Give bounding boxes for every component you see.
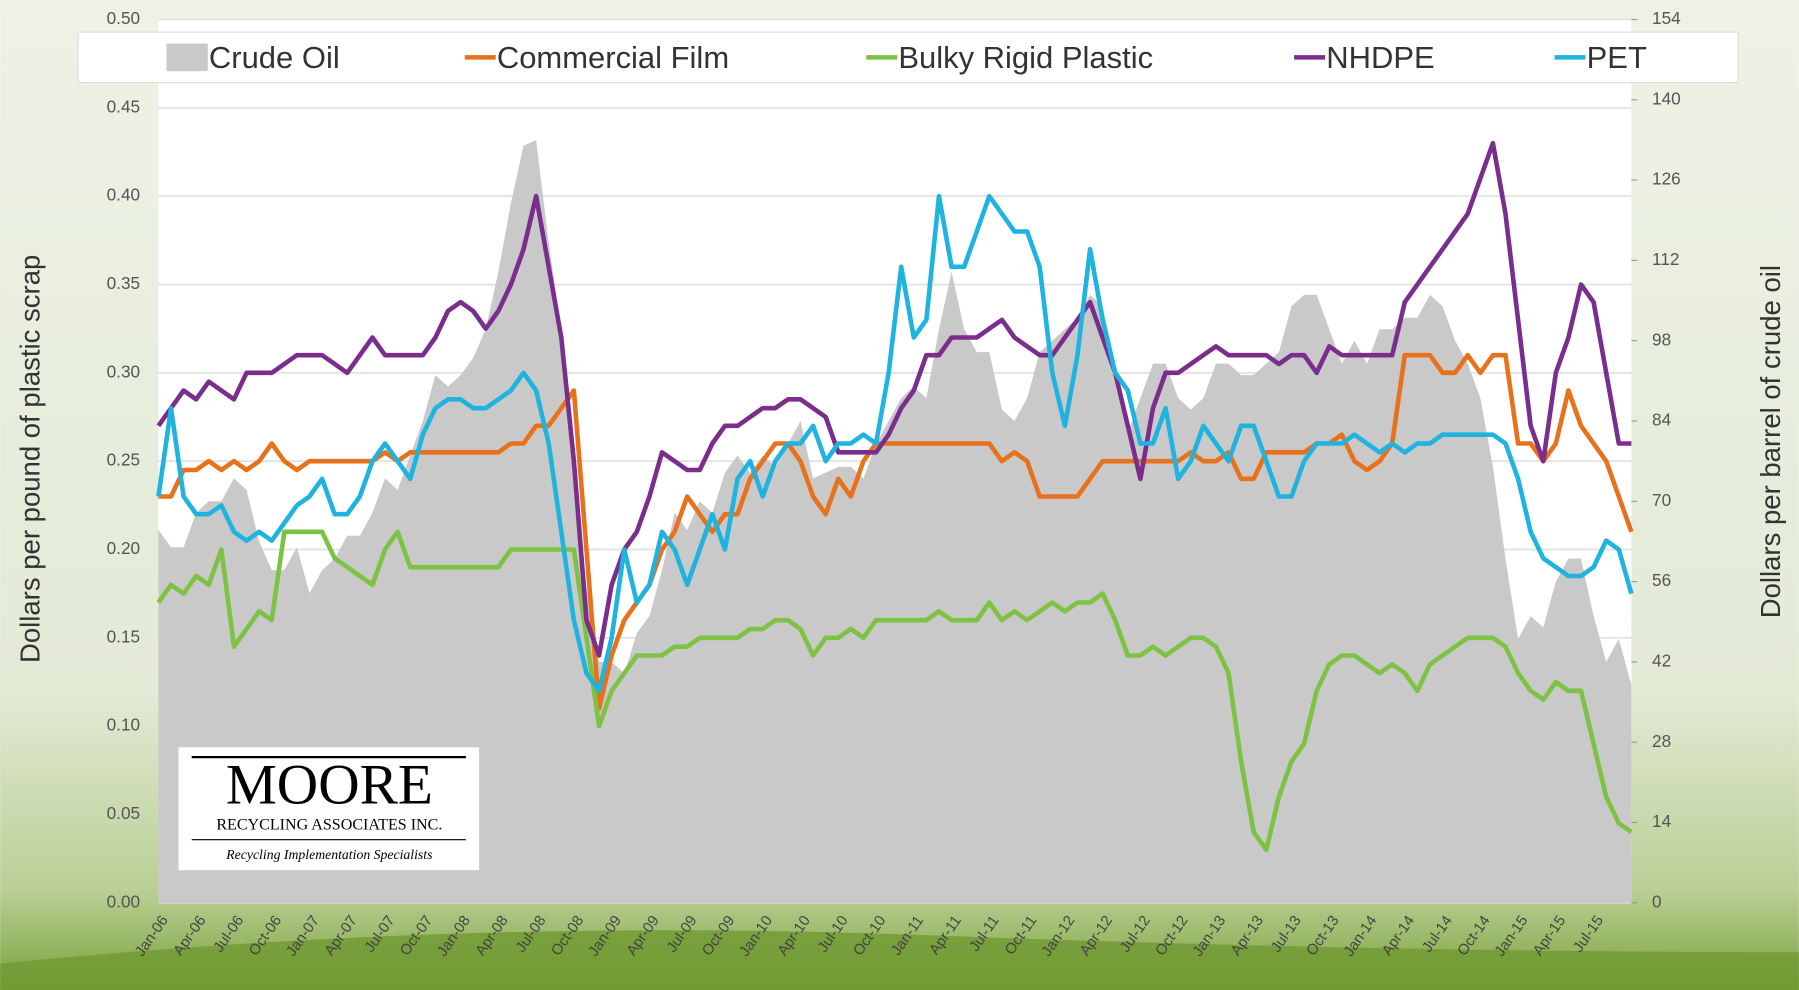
legend-label: Commercial Film [497, 40, 729, 75]
legend-label: PET [1587, 40, 1647, 75]
y2-tick-label: 140 [1652, 88, 1681, 108]
y2-tick-label: 28 [1652, 731, 1671, 751]
legend-label: Bulky Rigid Plastic [898, 40, 1153, 75]
legend-label: NHDPE [1326, 40, 1434, 75]
y-tick-label: 0.45 [107, 96, 140, 116]
y2-tick-label: 42 [1652, 650, 1671, 670]
y-tick-label: 0.00 [107, 891, 140, 911]
page: {"chart_data": { "type": "line", "ylabel… [0, 0, 1799, 990]
y2-tick-label: 154 [1652, 8, 1681, 28]
y2-tick-label: 0 [1652, 891, 1662, 911]
logo: MOORE RECYCLING ASSOCIATES INC. Recyclin… [178, 747, 480, 871]
y2-tick-label: 98 [1652, 329, 1671, 349]
y-axis-title: Dollars per pound of plastic scrap [15, 255, 46, 663]
y2-tick-label: 112 [1652, 249, 1679, 269]
y-tick-label: 0.15 [107, 626, 140, 646]
y-tick-label: 0.50 [107, 8, 140, 28]
y2-tick-label: 84 [1652, 410, 1672, 430]
legend-label: Crude Oil [209, 40, 340, 75]
y2-tick-label: 56 [1652, 570, 1671, 590]
y2-tick-label: 70 [1652, 490, 1671, 510]
y-tick-label: 0.20 [107, 538, 140, 558]
y-tick-label: 0.40 [107, 185, 140, 205]
y-tick-label: 0.25 [107, 450, 140, 470]
legend-swatch [166, 44, 207, 72]
chart: 0.00 0.05 0.10 0.15 0.20 0.25 0.30 0.35 0.40 0.45… [0, 0, 1799, 990]
logo-name: MOORE [226, 754, 433, 817]
y-tick-label: 0.10 [107, 715, 140, 735]
logo-company: RECYCLING ASSOCIATES INC. [216, 817, 442, 834]
y2-tick-label: 14 [1652, 811, 1672, 831]
logo-tagline: Recycling Implementation Specialists [225, 847, 432, 862]
y-tick-label: 0.30 [107, 361, 140, 381]
y2-axis-title: Dollars per barrel of crude oil [1755, 265, 1786, 618]
y-tick-label: 0.05 [107, 803, 140, 823]
y2-tick-label: 126 [1652, 169, 1681, 189]
y-tick-label: 0.35 [107, 273, 140, 293]
